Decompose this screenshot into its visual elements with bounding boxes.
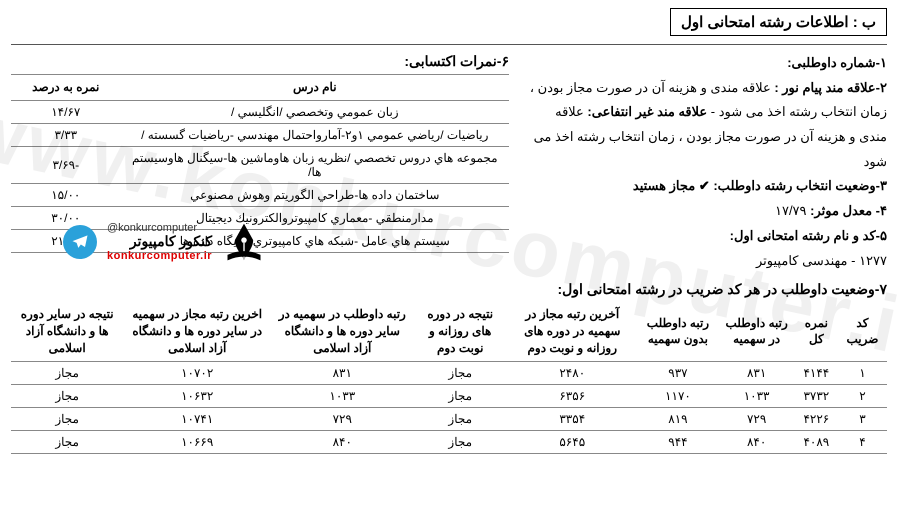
col-header: نتیجه در دوره های روزانه و نوبت دوم bbox=[414, 302, 508, 361]
cell: ۴ bbox=[839, 430, 888, 453]
col-header: نتیجه در سایر دوره ها و دانشگاه آزاد اسل… bbox=[12, 302, 124, 361]
cell: ۱ bbox=[839, 361, 888, 384]
applicant-info: ۱-شماره داوطلبی: ۲-علاقه مند پیام نور : … bbox=[528, 51, 888, 273]
cell: ۳ bbox=[839, 407, 888, 430]
telegram-icon bbox=[64, 225, 98, 259]
cell: مجاز bbox=[414, 407, 508, 430]
major-code-label: ۵-کد و نام رشته امتحانی اول: bbox=[528, 224, 888, 249]
grades-heading: ۶-نمرات اکتسابی: bbox=[12, 51, 510, 75]
col-header: رتبه داوطلب بدون سهمیه bbox=[639, 302, 720, 361]
divider bbox=[12, 44, 888, 45]
cell: ۱۰۶۶۹ bbox=[124, 430, 272, 453]
col-header: کد ضریب bbox=[839, 302, 888, 361]
status-heading: ۷-وضعیت داوطلب در هر کد ضریب در رشته امت… bbox=[12, 281, 888, 298]
cell: ۴۲۲۶ bbox=[796, 407, 839, 430]
cell-course: ساختمان داده ها-طراحي الگوريتم وهوش مصنو… bbox=[122, 183, 510, 206]
col-pct: نمره به درصد bbox=[12, 75, 122, 100]
cell: مجاز bbox=[414, 430, 508, 453]
table-row: مجموعه هاي دروس تخصصي /نظريه زبان هاوماش… bbox=[12, 146, 510, 183]
cell: ۱۰۶۳۲ bbox=[124, 384, 272, 407]
cell: ۸۳۱ bbox=[272, 361, 414, 384]
cell: مجاز bbox=[12, 430, 124, 453]
cell: ۷۲۹ bbox=[719, 407, 795, 430]
section-title: ب : اطلاعات رشته امتحانی اول bbox=[671, 8, 888, 36]
cell-pct: -۳/۶۹ bbox=[12, 146, 122, 183]
col-header: آخرین رتبه مجاز در سهمیه در دوره های روز… bbox=[508, 302, 638, 361]
applicant-number-label: ۱-شماره داوطلبی: bbox=[788, 55, 888, 70]
brand-block: @konkurcomputer کنکور کامپیوتر konkurcom… bbox=[60, 220, 267, 264]
cell-course: زبان عمومي وتخصصي /انگليسي / bbox=[122, 100, 510, 123]
cell: مجاز bbox=[12, 384, 124, 407]
table-row: ۱۴۱۴۴۸۳۱۹۳۷۲۴۸۰مجاز۸۳۱۱۰۷۰۲مجاز bbox=[12, 361, 888, 384]
major-code-value: ۱۲۷۷ - مهندسی کامپیوتر bbox=[528, 249, 888, 274]
cell: ۹۳۷ bbox=[639, 361, 720, 384]
cell: مجاز bbox=[414, 361, 508, 384]
cell-course: مجموعه هاي دروس تخصصي /نظريه زبان هاوماش… bbox=[122, 146, 510, 183]
cell-course: رياضيات /رياضي عمومي ۱و۲-آمارواحتمال مهن… bbox=[122, 123, 510, 146]
status-table: کد ضریبنمره کلرتبه داوطلب در سهمیهرتبه د… bbox=[12, 302, 888, 453]
gpa-value: ۱۷/۷۹ bbox=[776, 203, 808, 218]
cell-pct: ۱۴/۶۷ bbox=[12, 100, 122, 123]
cell: ۳۳۵۴ bbox=[508, 407, 638, 430]
cell: ۴۱۴۴ bbox=[796, 361, 839, 384]
selection-status-label: ۳-وضعیت انتخاب رشته داوطلب: bbox=[714, 178, 888, 193]
table-row: ساختمان داده ها-طراحي الگوريتم وهوش مصنو… bbox=[12, 183, 510, 206]
table-row: ۴۴۰۸۹۸۴۰۹۴۴۵۶۴۵مجاز۸۴۰۱۰۶۶۹مجاز bbox=[12, 430, 888, 453]
cell: ۸۳۱ bbox=[719, 361, 795, 384]
cell: ۳۷۳۲ bbox=[796, 384, 839, 407]
table-row: ۳۴۲۲۶۷۲۹۸۱۹۳۳۵۴مجاز۷۲۹۱۰۷۴۱مجاز bbox=[12, 407, 888, 430]
cell-pct: ۱۵/۰۰ bbox=[12, 183, 122, 206]
col-header: رتبه داوطلب در سهمیه در سایر دوره ها و د… bbox=[272, 302, 414, 361]
pen-nib-icon bbox=[223, 220, 267, 264]
cell: ۸۴۰ bbox=[719, 430, 795, 453]
cell: ۲ bbox=[839, 384, 888, 407]
cell: ۱۰۳۳ bbox=[719, 384, 795, 407]
table-row: ۲۳۷۳۲۱۰۳۳۱۱۷۰۶۳۵۶مجاز۱۰۳۳۱۰۶۳۲مجاز bbox=[12, 384, 888, 407]
cell-pct: ۳/۳۳ bbox=[12, 123, 122, 146]
cell: مجاز bbox=[12, 407, 124, 430]
cell: ۶۳۵۶ bbox=[508, 384, 638, 407]
cell: مجاز bbox=[12, 361, 124, 384]
brand-fa: کنکور کامپیوتر bbox=[108, 234, 213, 249]
cell: ۸۱۹ bbox=[639, 407, 720, 430]
table-row: رياضيات /رياضي عمومي ۱و۲-آمارواحتمال مهن… bbox=[12, 123, 510, 146]
cell: ۵۶۴۵ bbox=[508, 430, 638, 453]
col-course: نام درس bbox=[122, 75, 510, 100]
col-header: نمره کل bbox=[796, 302, 839, 361]
interest-lines: ۲-علاقه مند پیام نور : علاقه مندی و هزین… bbox=[528, 76, 888, 175]
cell: ۲۴۸۰ bbox=[508, 361, 638, 384]
cell: مجاز bbox=[414, 384, 508, 407]
cell: ۱۱۷۰ bbox=[639, 384, 720, 407]
cell: ۱۰۳۳ bbox=[272, 384, 414, 407]
brand-en: konkurcomputer.ir bbox=[108, 250, 213, 262]
cell: ۷۲۹ bbox=[272, 407, 414, 430]
cell: ۸۴۰ bbox=[272, 430, 414, 453]
cell: ۱۰۷۰۲ bbox=[124, 361, 272, 384]
cell: ۴۰۸۹ bbox=[796, 430, 839, 453]
col-header: رتبه داوطلب در سهمیه bbox=[719, 302, 795, 361]
cell: ۱۰۷۴۱ bbox=[124, 407, 272, 430]
selection-status-value: ✔ مجاز هستید bbox=[634, 178, 711, 193]
gpa-label: ۴- معدل موثر: bbox=[811, 203, 888, 218]
cell: ۹۴۴ bbox=[639, 430, 720, 453]
col-header: اخرین رتبه مجاز در سهمیه در سایر دوره ها… bbox=[124, 302, 272, 361]
table-row: زبان عمومي وتخصصي /انگليسي /۱۴/۶۷ bbox=[12, 100, 510, 123]
